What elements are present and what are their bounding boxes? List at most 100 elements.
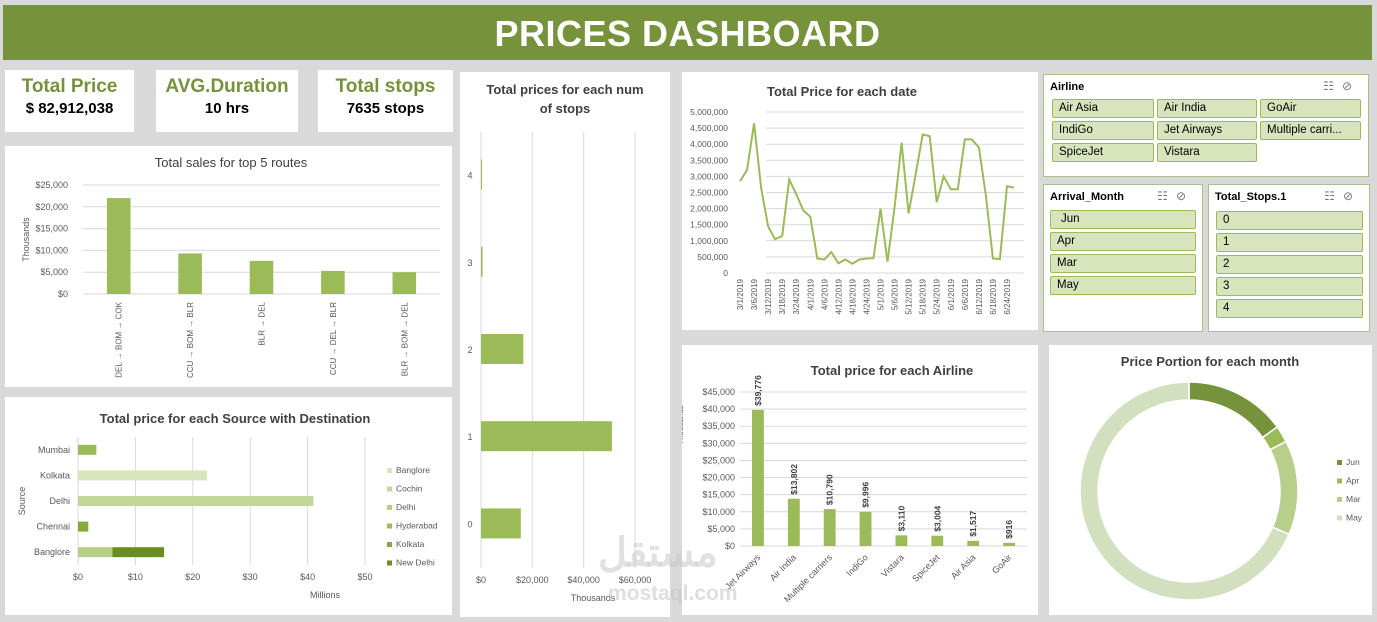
- bar-segment: [78, 470, 208, 481]
- x-tick-label: 4/6/2019: [820, 278, 829, 310]
- source-chart-panel: Total price for each Source with Destina…: [5, 397, 452, 615]
- y-tick-label: Mumbai: [38, 445, 70, 455]
- chart-title: Total price for each Airline: [811, 363, 974, 378]
- x-tick-label: $40: [300, 572, 315, 582]
- airline-slicer: Airline ☷⊘ Air Asia Air India GoAir Indi…: [1043, 74, 1369, 177]
- slicer-item-stops-4[interactable]: 4: [1216, 299, 1363, 318]
- y-tick-label: $25,000: [35, 180, 68, 190]
- data-label: $9,996: [861, 482, 871, 508]
- y-tick-label: 3: [467, 258, 472, 268]
- slicer-item-spicejet[interactable]: SpiceJet: [1052, 143, 1154, 162]
- y-tick-label: 4,000,000: [690, 139, 728, 149]
- watermark-site: mostaql.com: [608, 582, 738, 605]
- x-tick-label: Vistara: [879, 552, 906, 579]
- x-tick-label: 3/6/2019: [750, 278, 759, 310]
- slicer-title: Airline: [1050, 81, 1085, 93]
- x-tick-label: 5/24/2019: [933, 278, 942, 314]
- x-tick-label: $0: [73, 572, 83, 582]
- bar: [752, 409, 764, 546]
- legend-swatch: [1337, 497, 1342, 502]
- bar: [178, 253, 202, 294]
- legend-label: Jun: [1346, 457, 1360, 467]
- x-tick-label: $20,000: [516, 575, 549, 585]
- airline-chart: Total price for each Airline Thousands $0 $…: [676, 363, 1027, 604]
- bar: [481, 159, 483, 190]
- x-tick-label: Air India: [768, 552, 798, 582]
- slicer-item-air-india[interactable]: Air India: [1157, 99, 1257, 118]
- y-tick-label: Chennai: [36, 522, 70, 532]
- legend-swatch: [1337, 478, 1342, 484]
- legend-label: Delhi: [396, 502, 415, 512]
- x-tick-label: $50: [357, 572, 372, 582]
- y-tick-label: 3,500,000: [690, 155, 728, 165]
- slicer-item-stops-3[interactable]: 3: [1216, 277, 1363, 296]
- bar: [931, 535, 944, 546]
- slicer-item-mar[interactable]: Mar: [1050, 254, 1196, 273]
- x-tick-label: CCU → DEL → BLR: [329, 302, 338, 375]
- legend-label: Apr: [1346, 476, 1359, 486]
- legend-swatch: [387, 542, 392, 547]
- slicer-item-indigo[interactable]: IndiGo: [1052, 121, 1154, 140]
- x-tick-label: DEL → BOM → COK: [115, 301, 124, 377]
- bar-segment: [78, 547, 113, 558]
- x-tick-label: Air Asia: [949, 552, 978, 581]
- x-axis-label: Millions: [310, 590, 341, 600]
- bar: [106, 198, 131, 294]
- y-tick-label: $0: [725, 541, 735, 551]
- multi-select-icon[interactable]: ☷: [1323, 79, 1342, 93]
- bar: [967, 540, 980, 546]
- slicer-item-jun[interactable]: Jun: [1050, 210, 1196, 229]
- slicer-item-vistara[interactable]: Vistara: [1157, 143, 1257, 162]
- x-tick-label: 3/12/2019: [764, 278, 773, 314]
- routes-chart: Total sales for top 5 routes Thousands $0 $…: [21, 155, 440, 378]
- slicer-item-stops-0[interactable]: 0: [1216, 211, 1363, 230]
- bar: [823, 509, 836, 546]
- x-tick-label: BLR → BOM → DEL: [400, 301, 409, 376]
- y-tick-label: $0: [58, 289, 68, 299]
- slicer-item-jet-airways[interactable]: Jet Airways: [1157, 121, 1257, 140]
- x-tick-label: CCU → BOM → BLR: [186, 302, 195, 378]
- doughnut-slice: [1269, 440, 1299, 536]
- clear-filter-icon[interactable]: ⊘: [1175, 189, 1194, 203]
- y-tick-label: $40,000: [702, 404, 735, 414]
- clear-filter-icon[interactable]: ⊘: [1342, 189, 1361, 203]
- dashboard-title: PRICES DASHBOARD: [3, 5, 1372, 60]
- x-tick-label: $0: [476, 575, 486, 585]
- y-tick-label: $25,000: [702, 455, 735, 465]
- y-tick-label: Delhi: [49, 496, 70, 506]
- x-tick-label: 3/24/2019: [792, 278, 801, 314]
- y-tick-label: 2: [467, 345, 472, 355]
- y-tick-label: 2,000,000: [690, 204, 728, 214]
- x-tick-label: 4/18/2019: [848, 278, 857, 314]
- legend-label: Hyderabad: [396, 521, 438, 531]
- kpi-total-stops: Total stops 7635 stops: [318, 70, 453, 132]
- slicer-item-stops-1[interactable]: 1: [1216, 233, 1363, 252]
- clear-filter-icon[interactable]: ⊘: [1341, 79, 1360, 93]
- slicer-item-goair[interactable]: GoAir: [1260, 99, 1361, 118]
- legend-swatch: [387, 560, 392, 566]
- slicer-item-apr[interactable]: Apr: [1050, 232, 1196, 251]
- bar-segment: [78, 444, 97, 455]
- x-tick-label: 6/6/2019: [961, 278, 970, 310]
- multi-select-icon[interactable]: ☷: [1157, 189, 1176, 203]
- x-tick-label: $40,000: [567, 575, 600, 585]
- slicer-item-may[interactable]: May: [1050, 276, 1196, 295]
- multi-select-icon[interactable]: ☷: [1324, 189, 1343, 203]
- y-tick-label: 4: [467, 171, 472, 181]
- legend-swatch: [387, 486, 392, 492]
- slicer-title: Arrival_Month: [1050, 191, 1124, 203]
- x-tick-label: 4/1/2019: [806, 278, 815, 310]
- kpi-total-price: Total Price $ 82,912,038: [5, 70, 134, 132]
- y-tick-label: $10,000: [702, 507, 735, 517]
- slicer-item-multiple-carriers[interactable]: Multiple carri...: [1260, 121, 1361, 140]
- kpi-value: $ 82,912,038: [25, 100, 114, 117]
- doughnut-slice: [1188, 381, 1279, 439]
- bar: [249, 260, 274, 294]
- data-label: $3,004: [932, 505, 942, 531]
- bar: [481, 508, 521, 539]
- chart-title: Total prices for each num: [486, 82, 643, 97]
- slicer-item-stops-2[interactable]: 2: [1216, 255, 1363, 274]
- x-tick-label: 4/24/2019: [862, 278, 871, 314]
- slicer-item-air-asia[interactable]: Air Asia: [1052, 99, 1154, 118]
- dates-chart: Total Price for each date 0 500,000 1,000,0…: [690, 84, 1024, 315]
